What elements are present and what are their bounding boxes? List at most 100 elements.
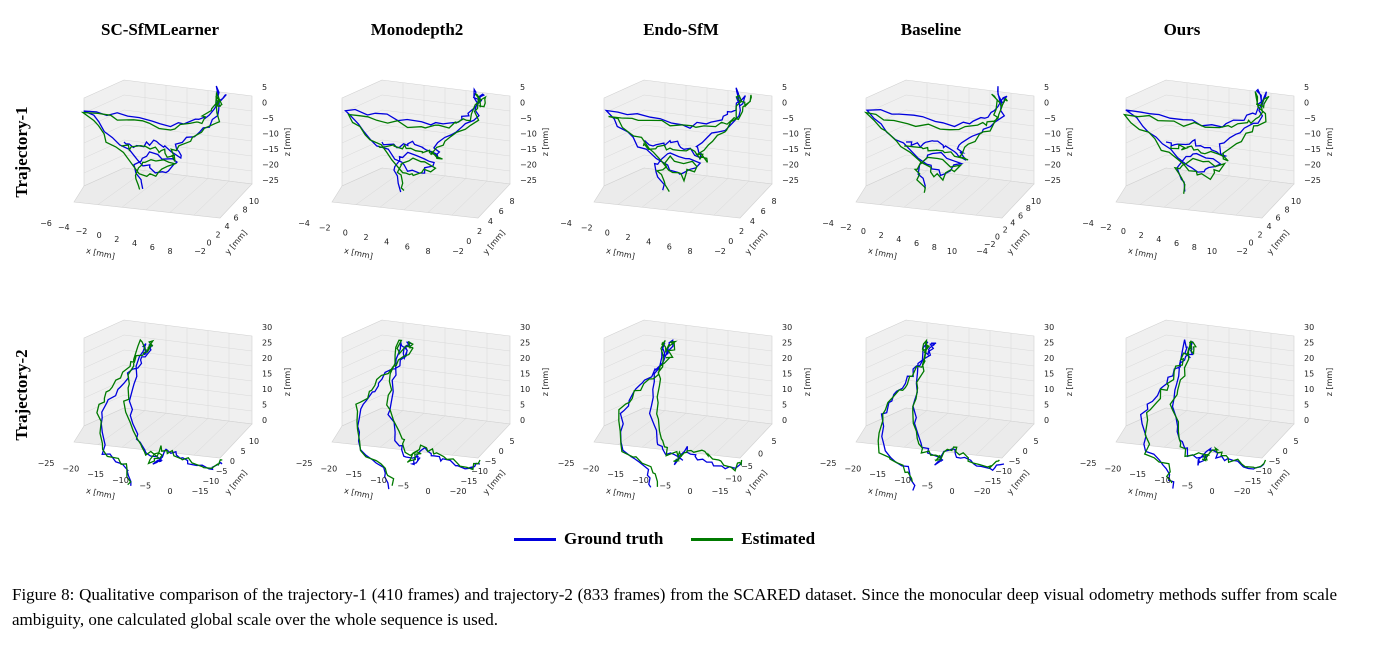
z-tick-label: −20 xyxy=(1304,161,1321,170)
y-axis-label: y [mm] xyxy=(1005,228,1031,256)
z-axis-label: z [mm] xyxy=(1325,368,1334,397)
z-tick-label: −10 xyxy=(782,130,799,139)
x-tick-label: −2 xyxy=(76,227,88,236)
figure-caption: Figure 8: Qualitative comparison of the … xyxy=(12,585,1337,629)
y-tick-label: −2 xyxy=(714,247,726,256)
x-tick-label: −4 xyxy=(822,219,834,228)
y-tick-label: −5 xyxy=(741,462,753,471)
x-tick-label: 2 xyxy=(363,233,368,242)
plot-trajectory-1-method-1: 50−5−10−15−20−25z [mm]−6 −4 −2 0 2 4 6 8x [mm] −… xyxy=(40,79,292,261)
y-tick-label: −20 xyxy=(1234,487,1251,496)
y-tick-label: −10 xyxy=(995,467,1012,476)
y-tick-label: 0 xyxy=(728,237,733,246)
z-axis-label: z [mm] xyxy=(803,128,812,157)
x-axis-label: x [mm] xyxy=(343,246,373,261)
x-tick-label: −2 xyxy=(840,223,852,232)
z-tick-label: −10 xyxy=(520,130,537,139)
z-tick-label: 20 xyxy=(520,354,530,363)
z-tick-label: 5 xyxy=(520,401,525,410)
z-tick-label: 15 xyxy=(262,370,272,379)
y-tick-label: −15 xyxy=(984,477,1001,486)
z-tick-label: 25 xyxy=(520,339,530,348)
z-axis-ticks: 5 0 −5 −10 −15 −20 −25 z [mm] xyxy=(782,83,812,185)
z-tick-label: 10 xyxy=(1304,385,1314,394)
z-tick-label: −5 xyxy=(782,114,794,123)
y-tick-label: −15 xyxy=(712,487,729,496)
legend-item-ground-truth: Ground truth xyxy=(514,529,663,549)
z-tick-label: −10 xyxy=(1044,130,1061,139)
z-tick-label: 30 xyxy=(1044,323,1054,332)
x-axis-label: x [mm] xyxy=(605,246,635,261)
y-tick-label: −2 xyxy=(1236,247,1248,256)
y-tick-label: −10 xyxy=(725,475,742,484)
z-tick-label: 30 xyxy=(520,323,530,332)
z-tick-label: 5 xyxy=(520,83,525,92)
y-tick-label: 4 xyxy=(224,222,229,231)
z-tick-label: 5 xyxy=(1044,83,1049,92)
x-tick-label: 4 xyxy=(896,235,901,244)
grid-lines xyxy=(341,82,511,216)
x-tick-label: −2 xyxy=(1100,223,1112,232)
y-tick-label: 0 xyxy=(758,450,763,459)
x-axis-ticks: −4 −2 0 2 4 6 8 x [mm] xyxy=(560,219,692,261)
z-tick-label: 0 xyxy=(782,99,787,108)
y-axis-label: y [mm] xyxy=(481,228,507,256)
z-axis-ticks: 30 25 20 15 10 5 0 z [mm] xyxy=(520,323,550,425)
x-axis-ticks: −4 −2 0 2 4 6 8 10 x [mm] xyxy=(1082,219,1217,261)
z-tick-label: 10 xyxy=(782,385,792,394)
z-axis-label: z [mm] xyxy=(1325,128,1334,157)
estimated-path xyxy=(618,340,743,487)
x-tick-label: −20 xyxy=(844,465,861,474)
x-tick-label: −2 xyxy=(581,224,593,233)
z-tick-label: −25 xyxy=(1044,176,1061,185)
y-tick-label: 6 xyxy=(1018,211,1023,220)
z-tick-label: 15 xyxy=(782,370,792,379)
z-tick-label: 5 xyxy=(1304,401,1309,410)
x-tick-label: −5 xyxy=(139,481,151,490)
x-tick-label: −15 xyxy=(1129,470,1146,479)
z-tick-label: −5 xyxy=(1044,114,1056,123)
x-tick-label: −25 xyxy=(38,459,55,468)
x-tick-label: −5 xyxy=(1181,481,1193,490)
x-tick-label: 0 xyxy=(425,487,430,496)
z-tick-label: 15 xyxy=(1304,370,1314,379)
grid-lines xyxy=(1125,322,1295,456)
grid-lines xyxy=(1125,82,1295,216)
x-axis-ticks: −6 −4 −2 0 2 4 6 8 x [mm] xyxy=(40,219,172,261)
z-tick-label: −10 xyxy=(262,130,279,139)
estimated-path xyxy=(863,93,1008,193)
z-axis-label: z [mm] xyxy=(1065,128,1074,157)
x-axis-ticks: −4 −2 0 2 4 6 8 10 x [mm] xyxy=(822,219,957,261)
z-tick-label: −25 xyxy=(782,176,799,185)
y-tick-label: 6 xyxy=(761,207,766,216)
y-axis-label: y [mm] xyxy=(223,228,249,256)
y-tick-label: 5 xyxy=(771,437,776,446)
z-tick-label: −25 xyxy=(520,176,537,185)
x-tick-label: −10 xyxy=(370,476,387,485)
y-tick-label: 10 xyxy=(249,437,259,446)
trajectory-lines xyxy=(877,338,1005,491)
x-tick-label: 2 xyxy=(879,231,884,240)
z-axis-label: z [mm] xyxy=(1065,368,1074,397)
z-tick-label: 25 xyxy=(262,339,272,348)
x-tick-label: 4 xyxy=(132,239,137,248)
z-tick-label: −15 xyxy=(520,145,537,154)
y-tick-label: −5 xyxy=(485,457,497,466)
z-tick-label: 20 xyxy=(1044,354,1054,363)
y-tick-label: 4 xyxy=(1010,218,1015,227)
x-tick-label: −15 xyxy=(869,470,886,479)
z-axis-ticks: 5 0 −5 −10 −15 −20 −25 z [mm] xyxy=(520,83,550,185)
x-tick-label: 6 xyxy=(914,239,919,248)
z-tick-label: 0 xyxy=(1044,99,1049,108)
ground-truth-path xyxy=(100,343,223,486)
y-tick-label: −10 xyxy=(1255,467,1272,476)
y-tick-label: −5 xyxy=(1009,457,1021,466)
x-tick-label: 10 xyxy=(947,247,957,256)
estimated-path xyxy=(96,338,223,486)
legend-label-estimated: Estimated xyxy=(741,529,816,548)
trajectory-lines xyxy=(80,85,227,190)
